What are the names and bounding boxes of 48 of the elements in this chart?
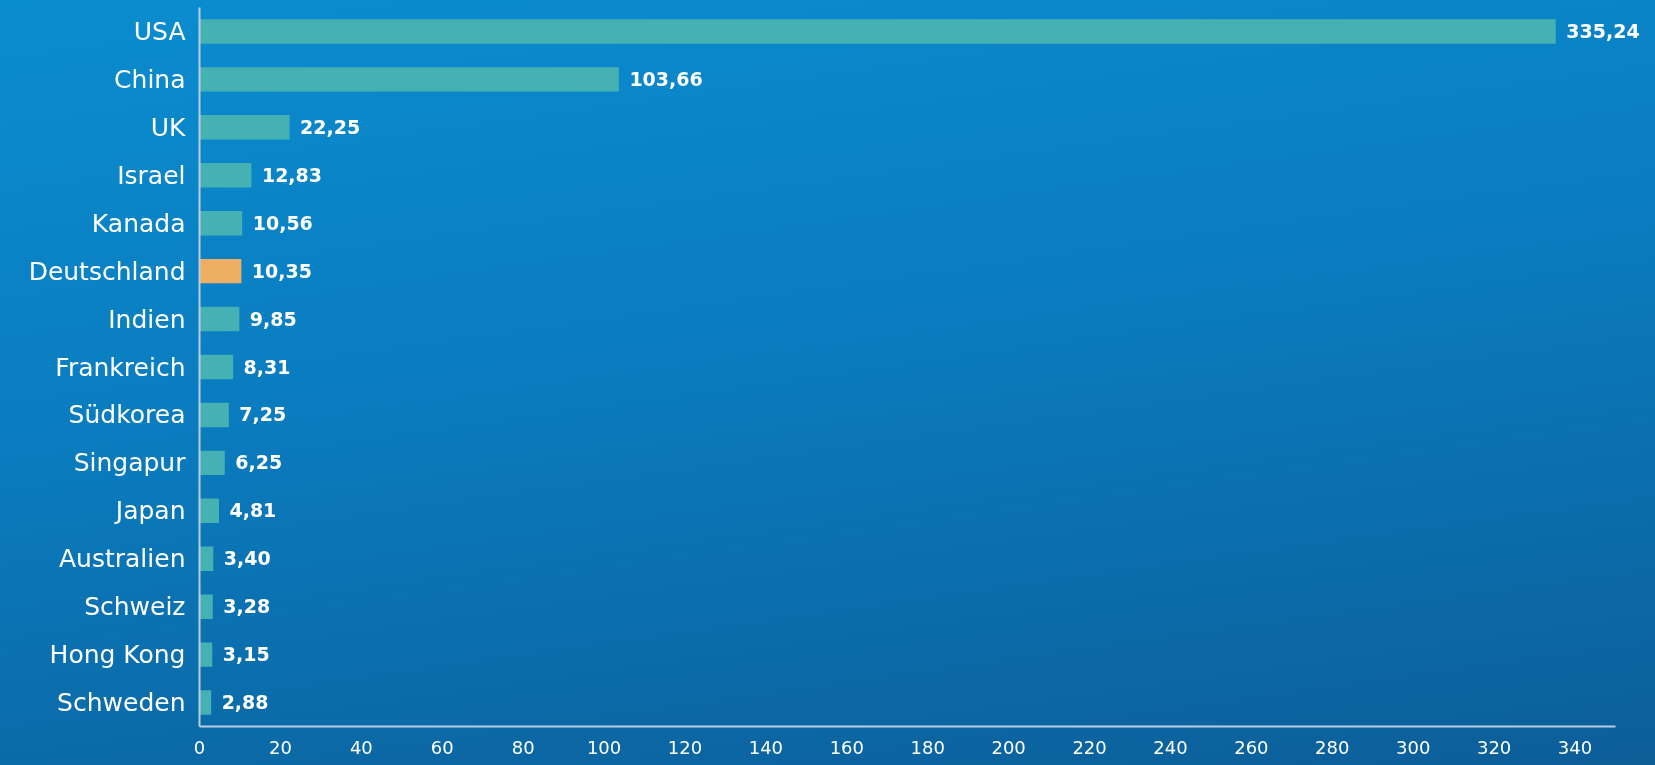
x-tick-label: 300 [1396,736,1431,758]
y-tick-label: USA [133,16,186,46]
data-label: 103,66 [629,67,703,90]
y-tick-label: Singapur [73,448,187,478]
y-tick-label: Deutschland [28,256,186,286]
y-tick-label: Frankreich [55,352,186,382]
data-label: 6,25 [235,451,283,474]
x-tick-label: 180 [910,736,945,758]
x-tick-label: 200 [991,736,1026,758]
data-label: 10,56 [252,211,313,234]
y-tick-label: Schweden [57,688,186,718]
x-tick-label: 20 [268,736,292,758]
data-label: 3,15 [222,643,270,666]
x-tick-label: 60 [430,736,454,758]
x-tick-label: 100 [586,736,622,758]
x-tick-label: 340 [1557,736,1593,758]
x-tick-label: 260 [1234,736,1269,758]
data-label: 9,85 [249,307,297,330]
data-label: 12,83 [261,163,323,186]
y-tick-label: Indien [108,304,186,334]
y-tick-label: Japan [113,496,186,526]
y-tick-label: Israel [117,160,186,190]
y-tick-label: UK [150,112,187,142]
x-tick-label: 80 [511,736,535,758]
y-tick-label: China [114,64,186,94]
data-label: 4,81 [229,499,277,522]
data-label: 10,35 [251,259,312,282]
x-tick-label: 0 [193,736,206,758]
y-tick-label: Kanada [91,208,186,238]
y-tick-label: Südkorea [68,400,186,430]
x-tick-label: 140 [748,736,784,758]
data-label: 22,25 [300,115,361,138]
data-label: 8,31 [243,355,291,378]
x-tick-label: 220 [1072,736,1107,758]
x-tick-label: 160 [829,736,864,758]
x-tick-label: 240 [1153,736,1188,758]
x-tick-label: 40 [349,736,373,758]
y-tick-label: Australien [59,544,186,574]
data-label: 3,40 [223,547,271,570]
x-tick-label: 320 [1476,736,1512,758]
data-label: 3,28 [223,595,271,618]
y-tick-label: Schweiz [84,592,186,622]
y-tick-label: Hong Kong [49,640,186,670]
x-tick-label: 120 [667,736,703,758]
data-label: 335,24 [1566,19,1640,42]
data-label: 2,88 [221,691,269,714]
x-tick-label: 280 [1315,736,1350,758]
data-label: 7,25 [239,403,287,426]
